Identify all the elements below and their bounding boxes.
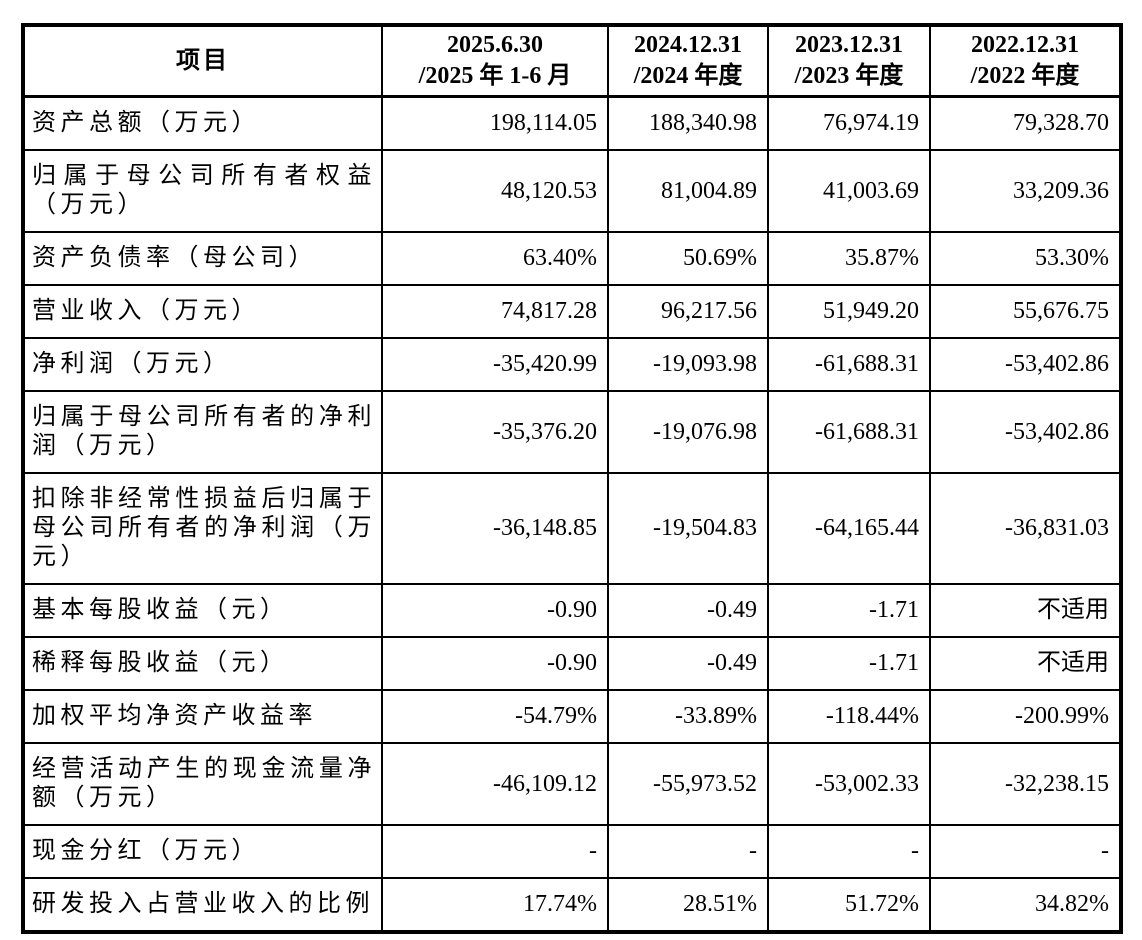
row-label: 归属于母公司所有者的净利润（万元） [22,390,383,474]
row-total-assets: 资产总额（万元） 198,114.05 188,340.98 76,974.19… [22,95,1122,151]
value-cell: - [767,824,931,879]
header-row: 项目 2025.6.30 /2025 年 1-6 月 2024.12.31 /2… [22,24,1122,98]
row-label: 现金分红（万元） [22,824,383,879]
row-label: 基本每股收益（元） [22,583,383,638]
value-cell: 50.69% [607,231,769,286]
row-parent-equity: 归属于母公司所有者权益（万元） 48,120.53 81,004.89 41,0… [22,149,1122,233]
value-cell: -53,402.86 [929,337,1122,392]
value-cell: 34.82% [929,877,1122,933]
value-cell: -118.44% [767,689,931,744]
value-cell: -53,402.86 [929,390,1122,474]
row-label: 营业收入（万元） [22,284,383,339]
value-cell: -64,165.44 [767,472,931,585]
row-label: 归属于母公司所有者权益（万元） [22,149,383,233]
value-cell: -61,688.31 [767,337,931,392]
row-net-profit: 净利润（万元） -35,420.99 -19,093.98 -61,688.31… [22,337,1122,392]
value-cell: -36,831.03 [929,472,1122,585]
value-cell: 35.87% [767,231,931,286]
value-cell: 33,209.36 [929,149,1122,233]
value-cell: -0.49 [607,636,769,691]
value-cell: -0.90 [381,583,609,638]
value-cell: -1.71 [767,636,931,691]
row-operating-revenue: 营业收入（万元） 74,817.28 96,217.56 51,949.20 5… [22,284,1122,339]
row-basic-eps: 基本每股收益（元） -0.90 -0.49 -1.71 不适用 [22,583,1122,638]
row-label: 研发投入占营业收入的比例 [22,877,383,933]
header-period-2024: 2024.12.31 /2024 年度 [607,24,769,98]
value-cell: - [607,824,769,879]
value-cell: 81,004.89 [607,149,769,233]
value-cell: 74,817.28 [381,284,609,339]
value-cell: 55,676.75 [929,284,1122,339]
row-debt-ratio-parent: 资产负债率（母公司） 63.40% 50.69% 35.87% 53.30% [22,231,1122,286]
value-cell: -19,093.98 [607,337,769,392]
header-period-2025h1: 2025.6.30 /2025 年 1-6 月 [381,24,609,98]
financial-summary-table: 项目 2025.6.30 /2025 年 1-6 月 2024.12.31 /2… [21,23,1123,934]
value-cell: -55,973.52 [607,742,769,826]
row-label: 资产总额（万元） [22,95,383,151]
value-cell: 79,328.70 [929,95,1122,151]
value-cell: 96,217.56 [607,284,769,339]
value-cell: 28.51% [607,877,769,933]
value-cell: 51.72% [767,877,931,933]
header-period-2023: 2023.12.31 /2023 年度 [767,24,931,98]
value-cell: -19,504.83 [607,472,769,585]
value-cell: - [381,824,609,879]
value-cell: -36,148.85 [381,472,609,585]
value-cell: 48,120.53 [381,149,609,233]
value-cell: -35,420.99 [381,337,609,392]
row-label: 经营活动产生的现金流量净额（万元） [22,742,383,826]
row-net-profit-parent-excl-nonrecurring: 扣除非经常性损益后归属于母公司所有者的净利润（万元） -36,148.85 -1… [22,472,1122,585]
value-cell: -0.49 [607,583,769,638]
value-cell: 51,949.20 [767,284,931,339]
value-cell: -19,076.98 [607,390,769,474]
value-cell: 17.74% [381,877,609,933]
row-diluted-eps: 稀释每股收益（元） -0.90 -0.49 -1.71 不适用 [22,636,1122,691]
row-label: 加权平均净资产收益率 [22,689,383,744]
value-cell: -46,109.12 [381,742,609,826]
value-cell: -200.99% [929,689,1122,744]
value-cell: 53.30% [929,231,1122,286]
value-cell: 不适用 [929,583,1122,638]
row-net-profit-parent: 归属于母公司所有者的净利润（万元） -35,376.20 -19,076.98 … [22,390,1122,474]
value-cell: - [929,824,1122,879]
value-cell: -0.90 [381,636,609,691]
value-cell: -54.79% [381,689,609,744]
value-cell: 不适用 [929,636,1122,691]
value-cell: -32,238.15 [929,742,1122,826]
value-cell: -1.71 [767,583,931,638]
row-rd-revenue-ratio: 研发投入占营业收入的比例 17.74% 28.51% 51.72% 34.82% [22,877,1122,933]
value-cell: -33.89% [607,689,769,744]
row-label: 净利润（万元） [22,337,383,392]
row-weighted-avg-roe: 加权平均净资产收益率 -54.79% -33.89% -118.44% -200… [22,689,1122,744]
value-cell: 198,114.05 [381,95,609,151]
value-cell: 188,340.98 [607,95,769,151]
row-operating-cash-flow: 经营活动产生的现金流量净额（万元） -46,109.12 -55,973.52 … [22,742,1122,826]
value-cell: 76,974.19 [767,95,931,151]
value-cell: 63.40% [381,231,609,286]
row-label: 扣除非经常性损益后归属于母公司所有者的净利润（万元） [22,472,383,585]
header-period-2022: 2022.12.31 /2022 年度 [929,24,1122,98]
value-cell: -53,002.33 [767,742,931,826]
row-cash-dividend: 现金分红（万元） - - - - [22,824,1122,879]
row-label: 稀释每股收益（元） [22,636,383,691]
value-cell: -61,688.31 [767,390,931,474]
value-cell: -35,376.20 [381,390,609,474]
header-item-column: 项目 [22,24,383,98]
row-label: 资产负债率（母公司） [22,231,383,286]
value-cell: 41,003.69 [767,149,931,233]
